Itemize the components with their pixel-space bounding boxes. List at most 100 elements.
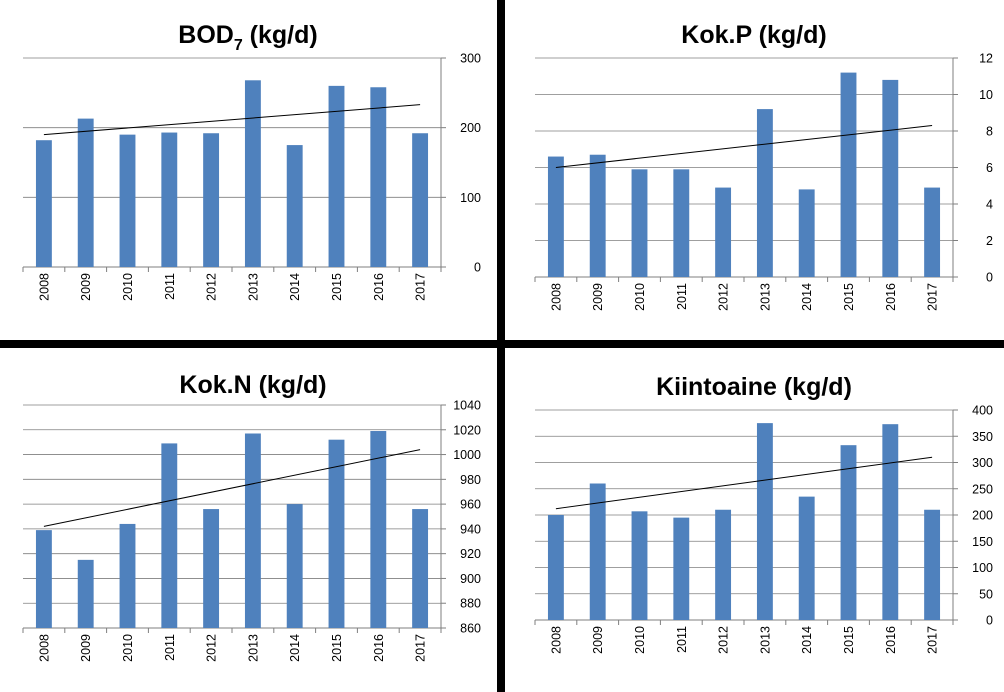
bar-2014 xyxy=(286,504,303,628)
y-tick-label: 250 xyxy=(972,482,993,496)
x-tick-label: 2017 xyxy=(926,283,940,311)
bar-2014 xyxy=(798,189,815,277)
bar-2010 xyxy=(119,134,136,267)
bar-2013 xyxy=(244,433,261,628)
y-tick-label: 2 xyxy=(986,234,993,248)
x-tick-label: 2012 xyxy=(205,634,219,662)
x-tick-label: 2016 xyxy=(372,273,386,301)
bar-2008 xyxy=(547,156,564,277)
bar-2009 xyxy=(589,483,606,620)
y-tick-label: 0 xyxy=(986,614,993,628)
x-tick-label: 2016 xyxy=(884,626,898,654)
bar-2011 xyxy=(673,517,690,620)
y-tick-label: 150 xyxy=(972,535,993,549)
x-tick-label: 2017 xyxy=(414,634,428,662)
chart-svg-kok-p: Kok.P (kg/d) 0 2 4 6 8 10 12 2008 2009 2010 2011 201… xyxy=(534,21,993,311)
y-tick-label: 860 xyxy=(460,622,481,636)
bar-2016 xyxy=(370,431,387,628)
x-tick-label: 2011 xyxy=(163,634,177,661)
x-tick-label: 2010 xyxy=(633,283,647,311)
y-tick-label: 0 xyxy=(474,261,481,275)
y-tick-label: 1000 xyxy=(453,448,481,462)
bar-2016 xyxy=(882,424,899,620)
bar-2010 xyxy=(119,523,136,628)
x-tick-label: 2012 xyxy=(717,626,731,654)
x-tick-label: 2014 xyxy=(288,273,302,301)
y-tick-label: 920 xyxy=(460,547,481,561)
chart-title: Kiintoaine (kg/d) xyxy=(656,373,852,401)
bar-2013 xyxy=(756,109,773,277)
x-tick-label: 2014 xyxy=(800,283,814,311)
bar-2009 xyxy=(589,154,606,277)
x-tick-label: 2009 xyxy=(79,273,93,301)
bar-2016 xyxy=(370,87,387,267)
bar-2017 xyxy=(924,509,941,620)
chart-title: Kok.P (kg/d) xyxy=(681,21,826,49)
y-tick-label: 400 xyxy=(972,404,993,418)
y-tick-label: 900 xyxy=(460,572,481,586)
chart-svg-bod7: BOD7 (kg/d) 0 100 200 300 2008 2009 2010 2011 201… xyxy=(22,21,481,301)
y-tick-label: 12 xyxy=(979,52,993,66)
bar-2008 xyxy=(35,530,52,628)
chart-title-text: Kok.P (kg/d) xyxy=(681,21,826,49)
y-tick-label: 0 xyxy=(986,271,993,285)
y-tick-label: 10 xyxy=(979,88,993,102)
y-tick-label: 350 xyxy=(972,430,993,444)
bar-2013 xyxy=(756,423,773,620)
chart-title: BOD7 (kg/d) xyxy=(178,21,317,54)
x-tick-label: 2008 xyxy=(37,634,51,662)
bar-2011 xyxy=(161,443,178,628)
x-tick-label: 2011 xyxy=(675,626,689,653)
trend-line xyxy=(555,456,933,510)
x-tick-label: 2014 xyxy=(800,626,814,654)
x-tick-label: 2012 xyxy=(205,273,219,301)
bar-2011 xyxy=(673,169,690,277)
chart-title-text: Kok.N (kg/d) xyxy=(179,371,326,399)
x-tick-label: 2012 xyxy=(717,283,731,311)
bar-2009 xyxy=(77,118,94,267)
y-tick-label: 960 xyxy=(460,498,481,512)
bar-2013 xyxy=(244,80,261,267)
chart-svg-kiintoaine: Kiintoaine (kg/d) 0 50 100 150 200 250 300 350 40… xyxy=(534,373,993,654)
x-tick-label: 2015 xyxy=(842,283,856,311)
trend-line xyxy=(43,104,421,136)
bar-2010 xyxy=(631,511,648,620)
x-tick-label: 2013 xyxy=(758,626,772,654)
bar-2010 xyxy=(631,169,648,277)
chart-panel-kiintoaine: Kiintoaine (kg/d) 0 50 100 150 200 250 300 350 40… xyxy=(505,348,1004,692)
y-tick-label: 200 xyxy=(972,509,993,523)
bar-2011 xyxy=(161,132,178,267)
x-tick-label: 2016 xyxy=(884,283,898,311)
chart-panel-kok-p: Kok.P (kg/d) 0 2 4 6 8 10 12 2008 2009 2010 2011 201… xyxy=(505,0,1004,340)
y-tick-label: 4 xyxy=(986,198,993,212)
y-tick-label: 1020 xyxy=(453,423,481,437)
trend-line xyxy=(43,449,421,527)
chart-panel-kok-n: Kok.N (kg/d) 860 880 900 920 940 960 980 1000 102… xyxy=(0,348,497,692)
chart-panel-bod7: BOD7 (kg/d) 0 100 200 300 2008 2009 2010 2011 201… xyxy=(0,0,497,340)
x-tick-label: 2016 xyxy=(372,634,386,662)
y-tick-label: 1040 xyxy=(453,399,481,413)
y-tick-label: 100 xyxy=(972,561,993,575)
bar-2015 xyxy=(328,85,345,267)
bar-2015 xyxy=(840,445,857,620)
bar-2012 xyxy=(203,509,220,628)
y-tick-label: 200 xyxy=(460,121,481,135)
bar-2015 xyxy=(840,72,857,277)
x-tick-label: 2015 xyxy=(842,626,856,654)
bar-2012 xyxy=(715,509,732,620)
bar-2012 xyxy=(715,187,732,277)
bar-2009 xyxy=(77,559,94,628)
x-tick-label: 2010 xyxy=(121,273,135,301)
bar-2015 xyxy=(328,439,345,628)
x-tick-label: 2008 xyxy=(549,626,563,654)
x-tick-label: 2009 xyxy=(591,626,605,654)
y-tick-label: 940 xyxy=(460,522,481,536)
bar-2014 xyxy=(286,145,303,267)
bar-2014 xyxy=(798,496,815,620)
chart-title: Kok.N (kg/d) xyxy=(179,371,326,399)
bar-2017 xyxy=(924,187,941,277)
trend-line xyxy=(555,125,933,168)
y-tick-label: 300 xyxy=(972,456,993,470)
bar-2008 xyxy=(35,140,52,267)
x-tick-label: 2009 xyxy=(591,283,605,311)
